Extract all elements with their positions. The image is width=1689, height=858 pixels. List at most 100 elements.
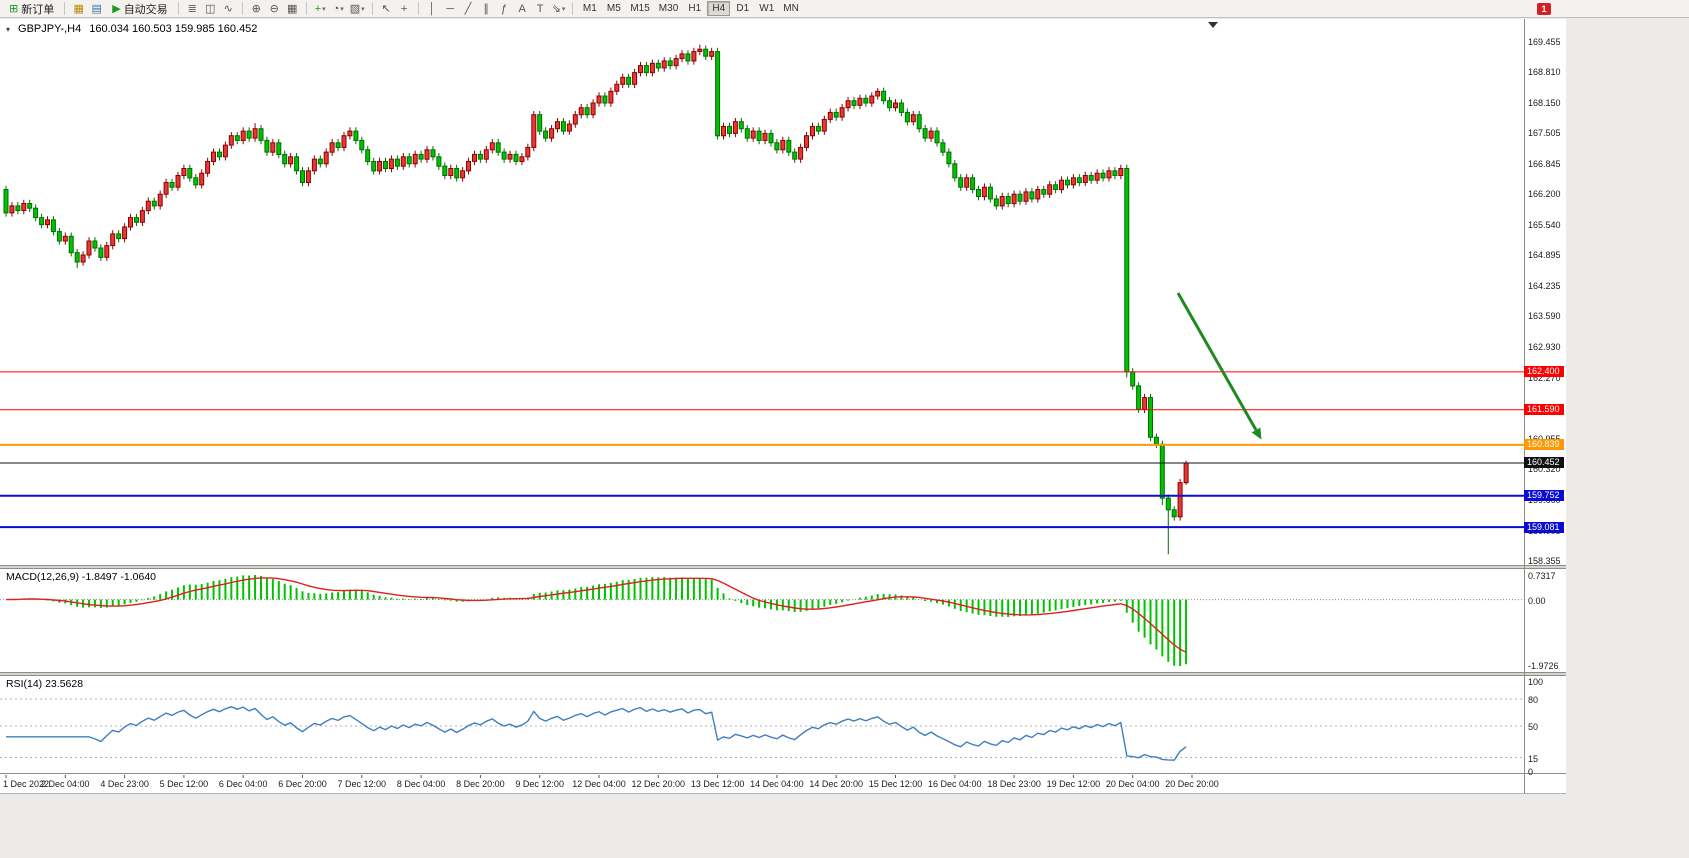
macd-header: MACD(12,26,9) -1.8497 -1.0640 — [6, 571, 156, 583]
bar-chart-button[interactable]: ≣ — [184, 1, 201, 17]
price-tag: 159.081 — [1524, 521, 1564, 533]
timeframes-group: M1 M5 M15 M30 H1 H4 D1 W1 MN — [578, 1, 802, 16]
indicators-button[interactable]: + ▾ — [312, 1, 329, 17]
new-order-icon: ⊞ — [9, 3, 19, 15]
toolbar-separator — [371, 2, 373, 15]
rsi-axis-label: 50 — [1528, 722, 1539, 732]
timeframe-H1[interactable]: H1 — [683, 1, 706, 16]
rsi-pane[interactable] — [0, 676, 1566, 773]
channel-button[interactable]: ∥ — [478, 1, 495, 17]
timeframe-M15[interactable]: M15 — [626, 1, 653, 16]
price-axis-label: 162.930 — [1528, 342, 1561, 353]
timeframe-M1[interactable]: M1 — [578, 1, 601, 16]
line-chart-button[interactable]: ∿ — [220, 1, 237, 17]
time-axis-label: 2 Dec 04:00 — [41, 779, 90, 789]
time-axis-label: 15 Dec 12:00 — [868, 779, 923, 789]
bar-chart-icon: ≣ — [187, 3, 197, 15]
text-icon: A — [518, 2, 526, 15]
tile-windows-button[interactable]: ▦ — [284, 1, 301, 17]
price-axis-label: 169.455 — [1528, 37, 1561, 47]
toolbar-separator — [572, 2, 574, 15]
trendline-button[interactable]: ╱ — [460, 1, 477, 17]
candlestick-chart-button[interactable]: ◫ — [202, 1, 219, 17]
time-axis-label: 4 Dec 23:00 — [100, 779, 149, 789]
crosshair-icon: + — [400, 2, 408, 15]
toolbar-separator — [241, 2, 243, 15]
macd-pane[interactable] — [0, 569, 1566, 672]
new-order-label: 新订单 — [21, 3, 55, 16]
trendline-icon: ╱ — [464, 3, 472, 15]
macd-axis-label: 0.7317 — [1528, 571, 1556, 581]
text-button[interactable]: A — [514, 1, 531, 17]
fibonacci-button[interactable]: ƒ — [496, 1, 513, 17]
candlestick-chart-icon: ◫ — [204, 3, 216, 15]
time-axis-label: 5 Dec 12:00 — [159, 779, 209, 789]
pane-resize-handle[interactable] — [0, 565, 1566, 569]
time-axis-label: 8 Dec 20:00 — [456, 779, 505, 789]
symbol-icon: ▾ — [6, 24, 11, 34]
templates-button[interactable]: ▧ ▾ — [348, 1, 367, 17]
indicators-group: + ▾ ◔ ▾ ▧ ▾ — [312, 1, 367, 17]
price-chart-pane[interactable] — [0, 19, 1566, 565]
time-axis-label: 20 Dec 20:00 — [1165, 779, 1219, 789]
time-axis-label: 9 Dec 12:00 — [515, 779, 564, 789]
price-tag: 162.400 — [1524, 366, 1564, 378]
zoom-out-button[interactable]: ⊖ — [266, 1, 283, 17]
timeframe-D1[interactable]: D1 — [731, 1, 754, 16]
time-axis-label: 6 Dec 20:00 — [278, 779, 327, 789]
new-order-button[interactable]: ⊞ 新订单 — [4, 1, 59, 17]
chevron-down-icon: ▾ — [361, 5, 365, 13]
zoom-in-button[interactable]: ⊕ — [248, 1, 265, 17]
price-axis-label: 164.895 — [1528, 250, 1561, 261]
macd-axis-label: 0.00 — [1528, 595, 1546, 606]
periods-icon: ◔ — [332, 2, 340, 15]
chevron-down-icon: ▾ — [322, 5, 326, 13]
timeframe-H4[interactable]: H4 — [707, 1, 731, 16]
indicators-icon: + — [314, 2, 322, 15]
horizontal-line-button[interactable]: ─ — [442, 1, 459, 17]
price-tag: 160.452 — [1524, 457, 1564, 469]
alert-badge[interactable]: 1 — [1537, 2, 1551, 15]
timeframe-W1[interactable]: W1 — [755, 1, 778, 16]
toolbar-separator — [177, 2, 179, 15]
price-axis-label: 160.320 — [1528, 464, 1561, 475]
window-icons-group: ▦ ▤ — [70, 1, 105, 17]
price-axis-label: 165.540 — [1528, 220, 1561, 231]
data-window-button[interactable]: ▤ — [88, 1, 105, 17]
market-watch-icon: ▦ — [73, 3, 84, 15]
autotrade-button[interactable]: ▶ 自动交易 — [107, 1, 172, 17]
time-axis-label: 7 Dec 12:00 — [337, 779, 387, 789]
ohlc-values: 160.034 160.503 159.985 160.452 — [89, 23, 258, 35]
timeframe-M30[interactable]: M30 — [655, 1, 682, 16]
label-button[interactable]: T — [532, 1, 549, 17]
toolbar-separator — [64, 2, 66, 15]
autotrade-label: 自动交易 — [123, 3, 168, 16]
timeframe-MN[interactable]: MN — [779, 1, 803, 16]
periods-button[interactable]: ◔ ▾ — [330, 1, 347, 17]
vertical-line-button[interactable]: │ — [424, 1, 441, 17]
toolbar-separator — [305, 2, 307, 15]
time-axis-label: 14 Dec 20:00 — [809, 779, 863, 789]
channel-icon: ∥ — [483, 3, 489, 15]
market-watch-button[interactable]: ▦ — [70, 1, 87, 17]
arrows-button[interactable]: ⇘ ▾ — [550, 1, 568, 17]
time-axis-label: 20 Dec 04:00 — [1105, 779, 1160, 789]
vertical-line-icon: │ — [428, 2, 436, 15]
chart-type-group: ≣ ◫ ∿ — [184, 1, 237, 17]
cursor-button[interactable]: ↖ — [378, 1, 395, 17]
time-axis-label: 18 Dec 23:00 — [987, 779, 1041, 789]
price-axis-label: 164.235 — [1528, 281, 1561, 292]
symbol-period-label: GBPJPY-,H4 — [18, 23, 82, 35]
crosshair-button[interactable]: + — [396, 1, 413, 17]
autotrade-icon: ▶ — [112, 3, 121, 15]
price-tag: 160.839 — [1524, 439, 1564, 451]
rsi-axis-label: 80 — [1528, 695, 1539, 705]
cursor-group: ↖ + — [378, 1, 413, 17]
zoom-group: ⊕ ⊖ ▦ — [248, 1, 301, 17]
pane-resize-handle[interactable] — [0, 672, 1566, 676]
draw-tools-group: │ ─ ╱ ∥ ƒ A T ⇘ ▾ — [424, 1, 568, 17]
time-axis-label: 16 Dec 04:00 — [928, 779, 982, 789]
rsi-axis-label: 15 — [1528, 753, 1539, 764]
timeframe-M5[interactable]: M5 — [602, 1, 625, 16]
